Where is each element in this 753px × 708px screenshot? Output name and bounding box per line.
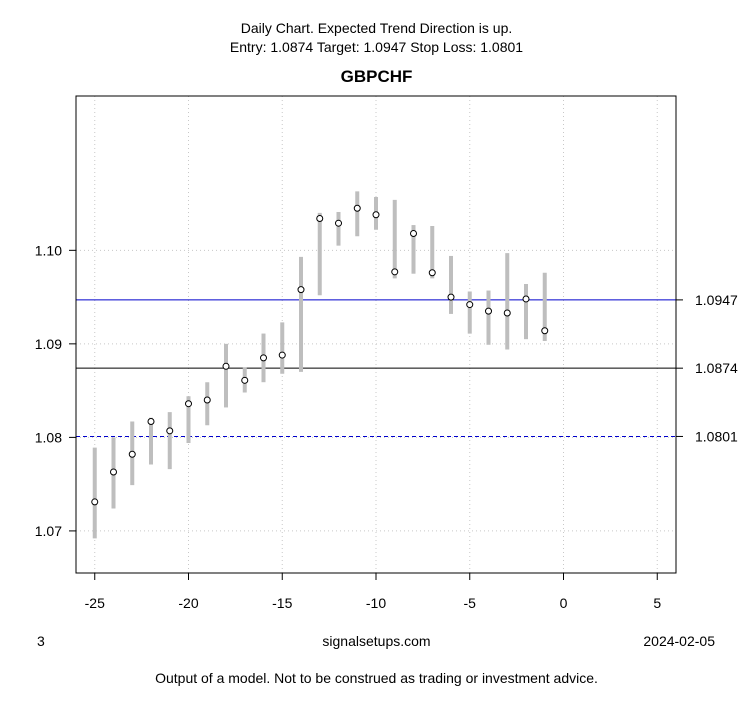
- data-point: [485, 307, 492, 315]
- stop-loss-level-label: 1.0801: [695, 428, 738, 444]
- data-point: [203, 396, 211, 404]
- data-point: [335, 219, 342, 227]
- data-point: [503, 309, 511, 317]
- y-tick-label: 1.08: [35, 429, 62, 445]
- data-point: [185, 400, 192, 408]
- x-tick-label: 0: [560, 595, 568, 611]
- data-point: [447, 293, 455, 301]
- data-point: [91, 498, 99, 506]
- data-point: [110, 468, 117, 476]
- footer-index: 3: [37, 633, 45, 649]
- data-point: [410, 229, 417, 237]
- x-tick-label: 5: [653, 595, 661, 611]
- data-point: [166, 427, 174, 435]
- data-point: [372, 211, 380, 219]
- x-tick-label: -5: [464, 595, 477, 611]
- footer-disclaimer: Output of a model. Not to be construed a…: [155, 670, 598, 686]
- x-tick-label: -25: [85, 595, 105, 611]
- x-tick-label: -20: [178, 595, 198, 611]
- data-point: [222, 362, 230, 370]
- y-tick-label: 1.07: [35, 523, 62, 539]
- chart-subtitle-trend: Daily Chart. Expected Trend Direction is…: [240, 20, 513, 36]
- entry-level-label: 1.0874: [695, 360, 738, 376]
- chart-subtitle-levels: Entry: 1.0874 Target: 1.0947 Stop Loss: …: [229, 39, 524, 55]
- footer-source: signalsetups.com: [322, 633, 431, 649]
- target-level-label: 1.0947: [695, 292, 738, 308]
- chart-title: GBPCHF: [340, 67, 413, 86]
- data-point: [147, 417, 155, 425]
- data-point: [297, 286, 305, 294]
- data-point: [260, 354, 267, 362]
- data-point: [278, 351, 286, 359]
- y-tick-label: 1.10: [35, 242, 62, 258]
- data-point: [466, 301, 474, 309]
- footer-date: 2024-02-05: [643, 633, 715, 649]
- plot-frame: [75, 95, 677, 574]
- x-tick-label: -10: [366, 595, 386, 611]
- data-point: [522, 295, 530, 303]
- data-point: [353, 204, 361, 212]
- data-point: [541, 327, 549, 335]
- data-point: [241, 376, 249, 384]
- data-point: [316, 215, 324, 223]
- y-tick-label: 1.09: [35, 336, 62, 352]
- data-point: [128, 450, 136, 458]
- x-tick-label: -15: [272, 595, 292, 611]
- data-point: [428, 269, 436, 277]
- data-point: [391, 268, 399, 276]
